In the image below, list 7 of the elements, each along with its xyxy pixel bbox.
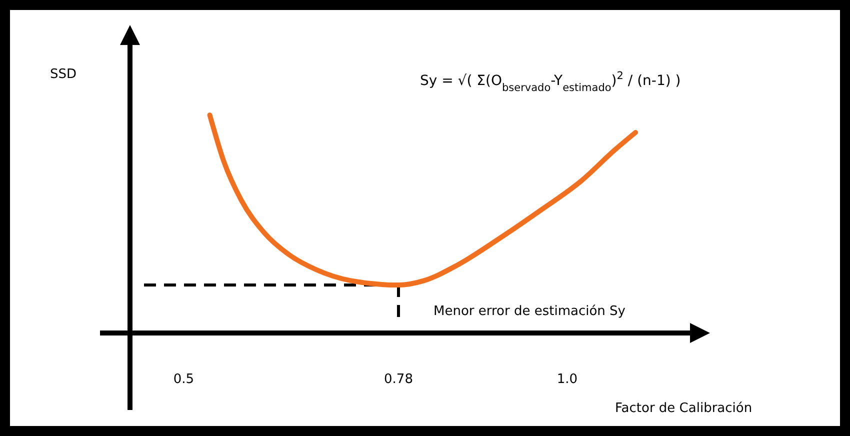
y-axis-title: SSD: [50, 67, 77, 82]
x-tick-label: 0.78: [384, 372, 413, 387]
x-axis-title: Factor de Calibración: [615, 401, 752, 416]
x-tick-label: 0.5: [173, 372, 194, 387]
annotation: Menor error de estimación Sy: [433, 304, 626, 320]
x-tick-label: 1.0: [556, 372, 578, 387]
text: Sy = √( Σ(O$_{bservado}$-Y$_{estimado}$)$^{2}$ / (n-1) ): [420, 70, 681, 94]
